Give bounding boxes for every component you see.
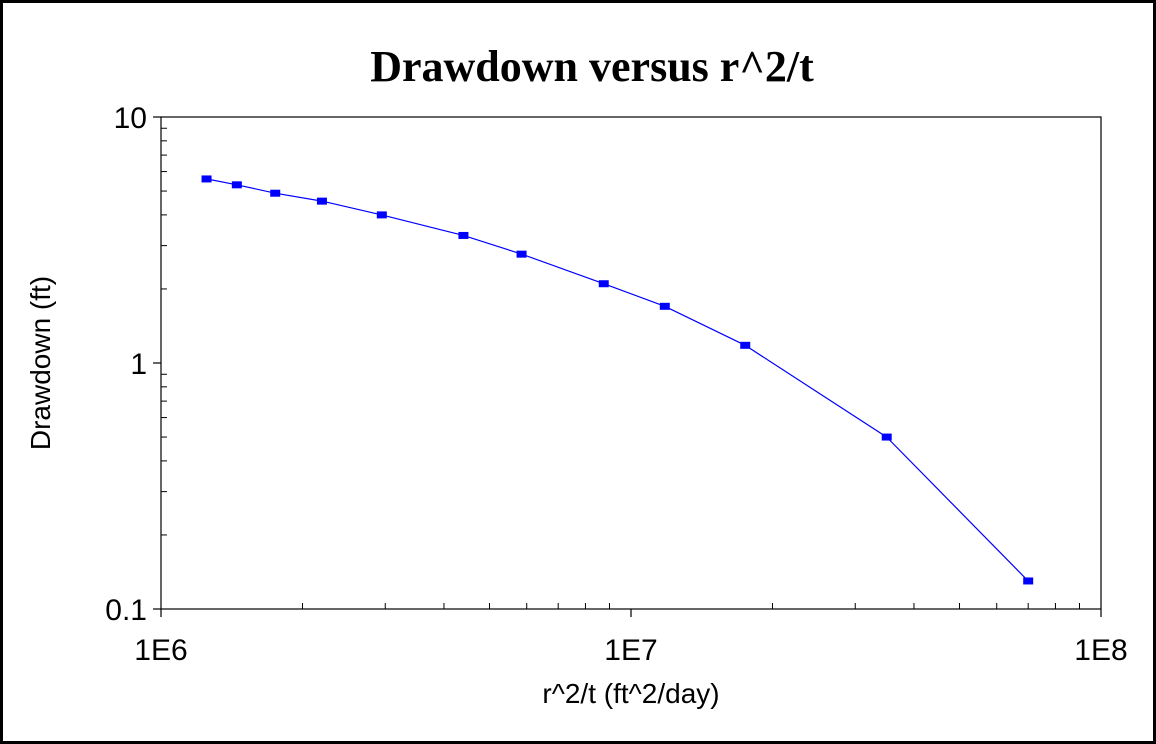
minor-ticks	[161, 127, 1080, 609]
chart-title: Drawdown versus r^2/t	[370, 42, 814, 91]
drawdown-chart: Drawdown versus r^2/t 1E6 1E7 1E8 0.1 1 10 r…	[25, 42, 1128, 709]
y-tick-label: 0.1	[105, 594, 147, 627]
x-tick-label: 1E6	[134, 634, 187, 667]
data-point	[458, 231, 469, 239]
y-tick-label: 1	[130, 348, 147, 381]
x-axis-label: r^2/t (ft^2/day)	[542, 678, 719, 709]
data-point	[231, 181, 242, 189]
data-point	[740, 341, 751, 349]
data-point	[201, 175, 212, 183]
y-axis-label: Drawdown (ft)	[25, 276, 56, 450]
series-points	[201, 175, 1034, 585]
plot-area	[160, 116, 1102, 610]
x-tick-labels: 1E6 1E7 1E8	[134, 634, 1127, 667]
data-point	[659, 302, 670, 310]
x-tick-label: 1E8	[1074, 634, 1127, 667]
x-tick-label: 1E7	[604, 634, 657, 667]
y-tick-labels: 0.1 1 10	[105, 102, 147, 627]
data-point	[376, 211, 387, 219]
series-line	[206, 178, 1029, 582]
major-ticks	[153, 116, 1102, 617]
data-point	[270, 189, 281, 197]
data-point	[516, 250, 527, 258]
data-point	[881, 433, 892, 441]
data-point	[1023, 577, 1034, 585]
data-point	[598, 280, 609, 288]
data-point	[316, 197, 327, 205]
y-tick-label: 10	[114, 102, 147, 135]
